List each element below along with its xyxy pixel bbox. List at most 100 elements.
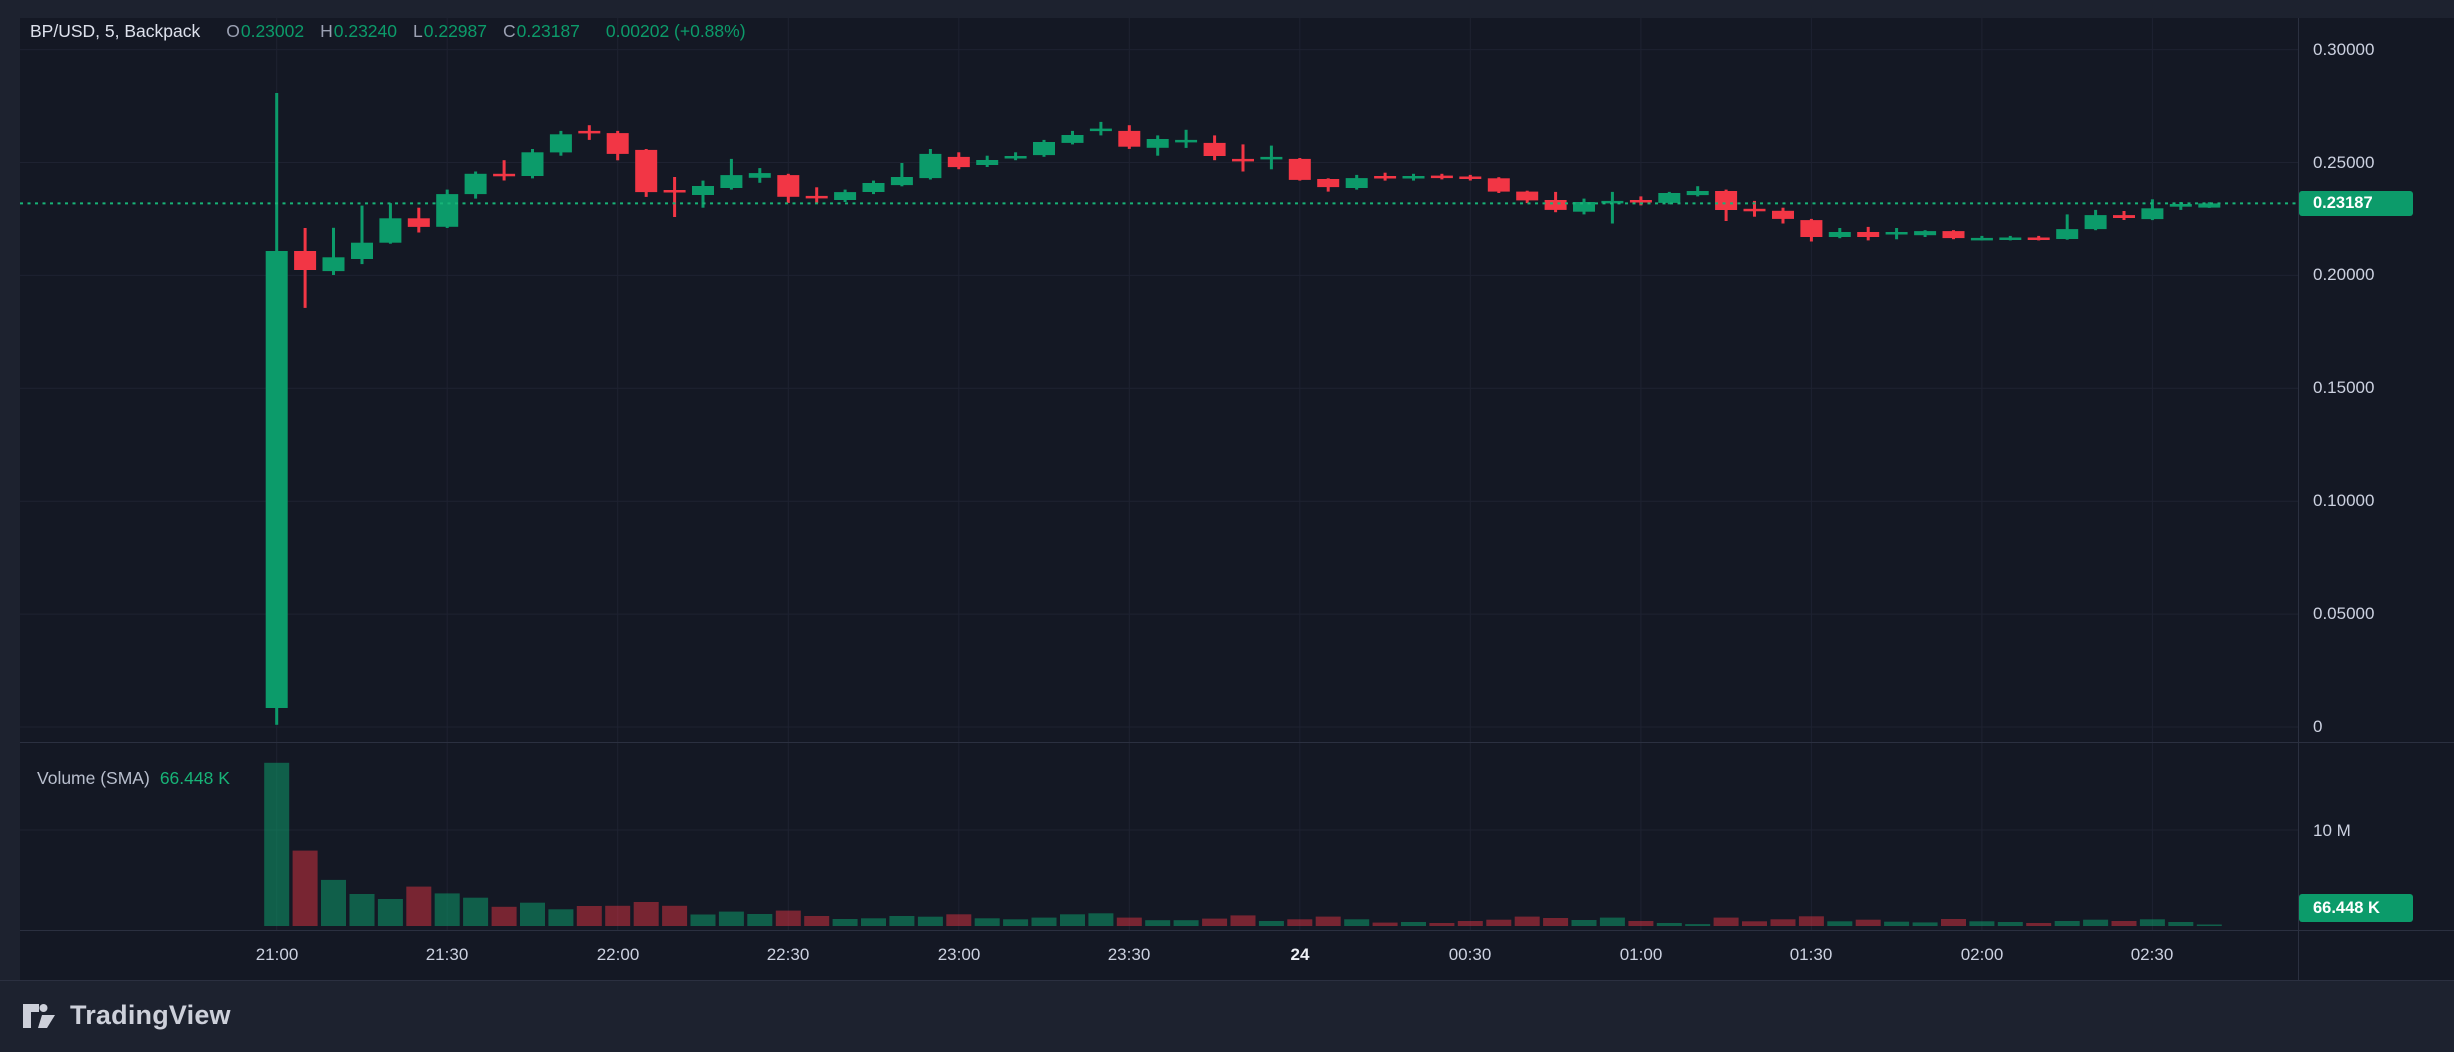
volume-bar [2026, 923, 2052, 926]
volume-bar [946, 914, 972, 926]
volume-label[interactable]: Volume (SMA) [37, 768, 150, 788]
candle-body [2056, 229, 2079, 239]
candle-body [1828, 232, 1851, 237]
volume-bar [377, 899, 403, 926]
volume-bar [1287, 919, 1313, 926]
volume-bar [1713, 917, 1739, 926]
close-value: 0.23187 [516, 21, 580, 41]
candle-body [1288, 158, 1311, 180]
volume-bar [1031, 917, 1057, 926]
price-axis-label: 0.30000 [2313, 40, 2375, 59]
candle-body [720, 175, 743, 188]
pane-divider[interactable] [20, 742, 2454, 743]
footer-bar: TradingView [0, 980, 2454, 1052]
candle-body [1573, 202, 1595, 212]
volume-bar [1912, 922, 1938, 926]
candle-body [1260, 156, 1283, 160]
candle-body [1885, 232, 1908, 235]
volume-bar [1145, 920, 1171, 926]
candle-body [1232, 158, 1254, 162]
volume-bar [690, 914, 716, 926]
candle-body [890, 177, 913, 186]
candle-body [635, 149, 658, 193]
candle-body [1004, 156, 1027, 159]
candle-body [521, 152, 544, 176]
volume-bar [1941, 919, 1966, 926]
volume-bar [1344, 919, 1370, 926]
candle-body [351, 242, 373, 259]
low-label: L [413, 21, 423, 41]
volume-bar [1060, 914, 1085, 926]
volume-bar [974, 918, 1000, 926]
volume-bar [1742, 921, 1767, 926]
volume-bar [1372, 922, 1398, 926]
volume-bar [1685, 924, 1711, 926]
time-axis-label: 21:00 [255, 945, 299, 964]
candle-body [1601, 200, 1624, 204]
candle-wick [900, 163, 904, 187]
candle-body [1487, 178, 1510, 192]
volume-bar [321, 879, 346, 926]
volume-bar [2111, 921, 2137, 926]
volume-bar [2196, 924, 2222, 926]
volume-bar [463, 897, 489, 926]
volume-bar [520, 902, 545, 926]
candle-body [805, 195, 828, 199]
volume-bar [1315, 916, 1341, 926]
candle-body [834, 192, 857, 200]
candle-body [748, 173, 771, 178]
candle-wick [673, 177, 677, 217]
time-axis-label: 02:30 [2130, 945, 2174, 964]
close-label: C [503, 21, 516, 41]
candle-body [407, 218, 430, 227]
price-axis-label: 0.20000 [2313, 265, 2375, 284]
volume-legend[interactable]: Volume (SMA) 66.448 K [37, 768, 230, 789]
candle-body [1146, 139, 1169, 148]
candle-body [464, 173, 487, 195]
volume-bar [576, 906, 602, 926]
volume-bar [662, 905, 688, 926]
tradingview-brand-text: TradingView [70, 1000, 231, 1030]
candle-body [294, 251, 317, 270]
volume-bar [548, 909, 574, 926]
time-axis-label: 23:30 [1107, 945, 1151, 964]
volume-value: 66.448 K [159, 768, 230, 788]
volume-bar [349, 894, 375, 926]
volume-bar [1656, 923, 1682, 926]
time-axis-label: 23:00 [937, 945, 981, 964]
volume-bar [861, 918, 886, 926]
candle-body [1061, 135, 1084, 143]
volume-bar [292, 850, 318, 926]
ohlc-values: O 0.23002 H 0.23240 L 0.22987 C 0.23187 [226, 21, 580, 42]
time-axis-label: 24 [1290, 945, 1310, 964]
candle-wick [729, 158, 733, 190]
candle-body [976, 160, 999, 165]
volume-bar [917, 916, 943, 926]
candle-body [1033, 142, 1055, 156]
price-axis-border [2298, 18, 2299, 980]
volume-bar [1571, 920, 1597, 926]
candle-wick [502, 160, 506, 181]
time-axis-label: 22:30 [766, 945, 810, 964]
candle-body [1658, 193, 1681, 203]
candle-body [862, 183, 885, 192]
candle-body [1175, 139, 1198, 143]
tradingview-brand[interactable]: TradingView [22, 1000, 231, 1031]
change-value: 0.00202 (+0.88%) [605, 21, 746, 41]
candle-body [1629, 200, 1652, 203]
candle-body [2084, 215, 2107, 230]
time-axis-label: 01:30 [1789, 945, 1833, 964]
candle-body [1800, 220, 1823, 237]
last-volume-badge: 66.448 K [2299, 894, 2413, 922]
volume-bar [1827, 921, 1853, 926]
volume-bar [804, 916, 830, 926]
volume-bar [1770, 919, 1796, 926]
candle-body [1516, 191, 1539, 201]
symbol-title[interactable]: BP/USD, 5, Backpack [30, 21, 201, 41]
candle-wick [1184, 129, 1188, 148]
volume-bar [775, 910, 801, 926]
volume-bar [832, 919, 858, 926]
volume-bar [1969, 921, 1995, 926]
